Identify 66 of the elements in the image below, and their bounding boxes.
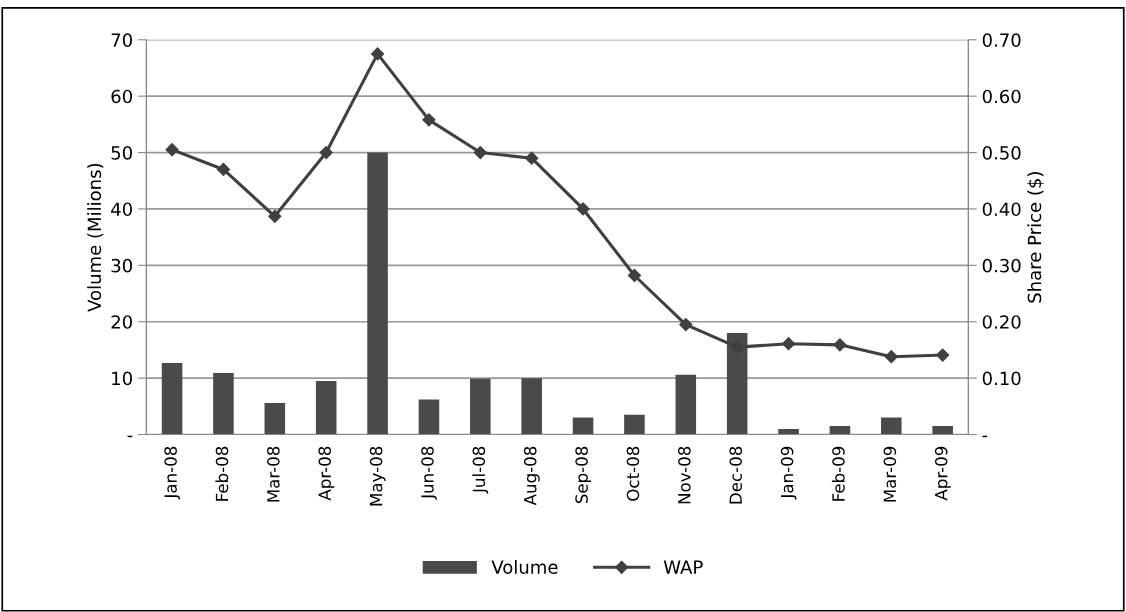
x-tick-label: Jun-08: [421, 446, 437, 500]
bar: [572, 417, 594, 435]
x-tick-label: Sep-08: [575, 446, 592, 504]
x-tick-label: Jan-09: [780, 446, 797, 500]
point: [422, 113, 436, 127]
y2-tick-label: 0.20: [982, 315, 1021, 329]
y-tick-label: -: [127, 435, 133, 438]
bar: [624, 414, 645, 435]
legend-label: Volume: [491, 559, 558, 574]
y-tick-label: 50: [111, 146, 132, 160]
x-tick-label: Feb-09: [831, 446, 845, 501]
x-tick-label: Jul-08: [472, 446, 489, 494]
y-tick-label: 20: [111, 315, 132, 329]
y2-axis-title: Share Price ($): [1027, 172, 1044, 303]
bar: [932, 426, 953, 435]
point: [833, 338, 847, 352]
point: [525, 151, 539, 165]
point: [781, 337, 796, 351]
y-tick-label: 30: [111, 258, 132, 273]
bar: [161, 362, 183, 435]
y2-tick-label: 0.30: [982, 258, 1021, 273]
point: [936, 348, 950, 362]
x-tick-label: Apr-08: [318, 446, 335, 501]
bar: [213, 373, 234, 435]
x-tick-label: Oct-08: [626, 446, 640, 501]
x-tick-label: Mar-08: [267, 446, 280, 502]
bar: [418, 399, 440, 435]
bar: [881, 417, 902, 435]
legend-label: WAP: [663, 560, 703, 574]
point: [216, 162, 231, 177]
point: [627, 268, 642, 283]
x-tick-label: Apr-09: [934, 446, 951, 501]
bar: [315, 380, 337, 435]
point: [370, 47, 385, 61]
bar: [778, 428, 799, 435]
x-tick-label: Jan-08: [164, 446, 180, 500]
point: [473, 145, 487, 160]
y-tick-label: 70: [111, 33, 132, 47]
point: [268, 209, 282, 223]
point: [165, 143, 179, 157]
y-tick-label: 40: [111, 202, 132, 217]
bar: [470, 378, 491, 435]
point: [319, 145, 333, 160]
x-tick-label: Feb-08: [215, 446, 229, 501]
y2-tick-label: -: [982, 435, 988, 438]
x-tick-label: Dec-08: [729, 446, 743, 504]
point: [884, 350, 898, 364]
point: [576, 202, 590, 216]
y2-tick-label: 0.50: [982, 146, 1021, 160]
y-tick-label: 10: [112, 371, 132, 386]
bar: [264, 402, 286, 435]
y2-tick-label: 0.60: [982, 89, 1021, 104]
x-tick-label: Aug-08: [523, 446, 540, 506]
x-tick-label: Mar-09: [883, 446, 897, 502]
bar: [675, 374, 697, 435]
y2-tick-label: 0.40: [982, 202, 1021, 217]
x-tick-label: May-08: [369, 446, 386, 506]
x-tick-label: Nov-08: [678, 446, 691, 504]
bar: [367, 152, 388, 435]
bar: [521, 378, 542, 435]
point: [679, 317, 693, 332]
y-axis-title: Volume (Milions): [87, 163, 104, 312]
y2-tick-label: 0.70: [982, 33, 1021, 47]
bar: [829, 426, 851, 435]
y-tick-label: 60: [111, 89, 132, 104]
y2-tick-label: 0.10: [982, 371, 1021, 386]
